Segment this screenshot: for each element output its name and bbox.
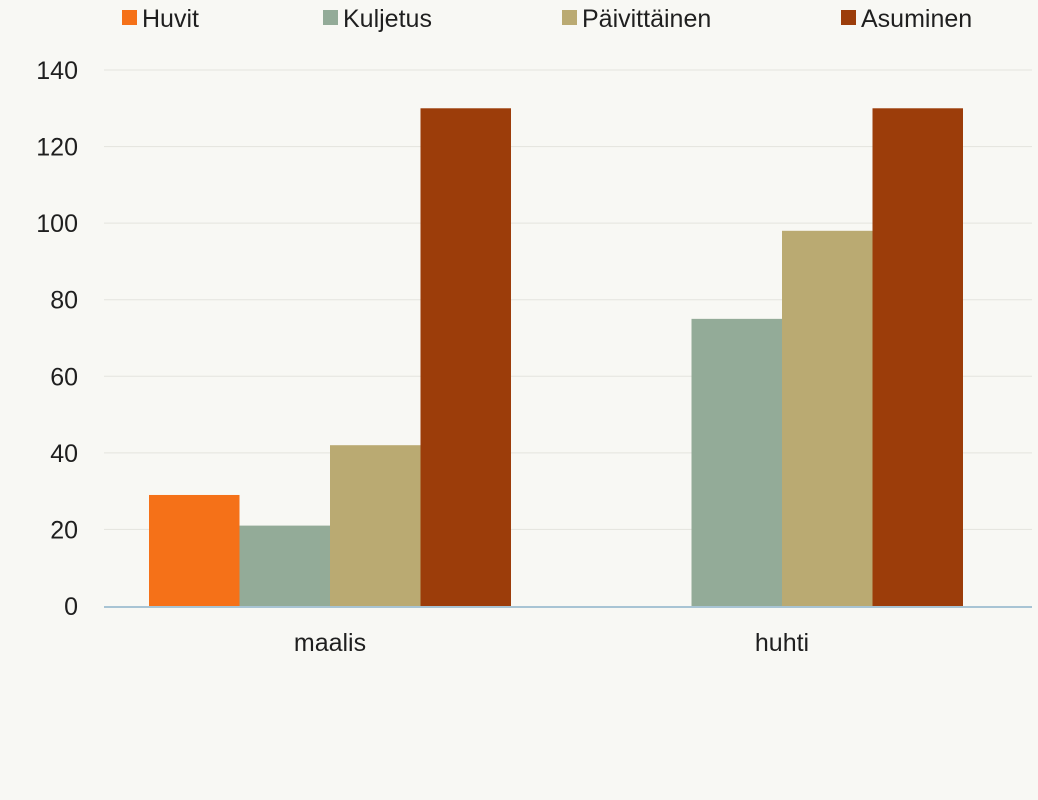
legend-swatch [841,10,856,25]
legend-item-kuljetus: Kuljetus [323,5,432,33]
x-axis-ticks: maalis huhti [294,629,809,657]
y-axis-ticks: 0 20 40 60 80 100 120 140 [36,57,78,621]
y-tick-label: 120 [36,134,78,162]
y-tick-label: 20 [50,516,78,544]
y-tick-label: 100 [36,210,78,238]
legend-label: Huvit [142,5,199,33]
bar-huhti-paivittainen [782,230,873,607]
legend-swatch [562,10,577,25]
legend: Huvit Kuljetus Päivittäinen Asuminen [122,5,972,33]
legend-item-huvit: Huvit [122,5,199,33]
bar-maalis-asuminen [420,108,511,607]
bar-maalis-huvit [149,494,240,606]
legend-item-asuminen: Asuminen [841,5,972,33]
bar-huhti-kuljetus [691,318,782,606]
gridlines [104,69,1032,530]
y-tick-label: 60 [50,363,78,391]
y-tick-label: 40 [50,440,78,468]
y-tick-label: 80 [50,287,78,315]
legend-swatch [323,10,338,25]
legend-swatch [122,10,137,25]
bar-huhti-asuminen [872,108,963,607]
y-tick-label: 140 [36,57,78,85]
x-tick-label-maalis: maalis [294,629,366,657]
bar-maalis-kuljetus [239,525,330,606]
legend-label: Kuljetus [343,5,432,33]
legend-item-paivittainen: Päivittäinen [562,5,711,33]
x-tick-label-huhti: huhti [755,629,809,657]
legend-label: Päivittäinen [582,5,711,33]
legend-label: Asuminen [861,5,972,33]
y-tick-label: 0 [64,593,78,621]
bar-maalis-paivittainen [330,445,421,606]
bars [149,108,963,607]
